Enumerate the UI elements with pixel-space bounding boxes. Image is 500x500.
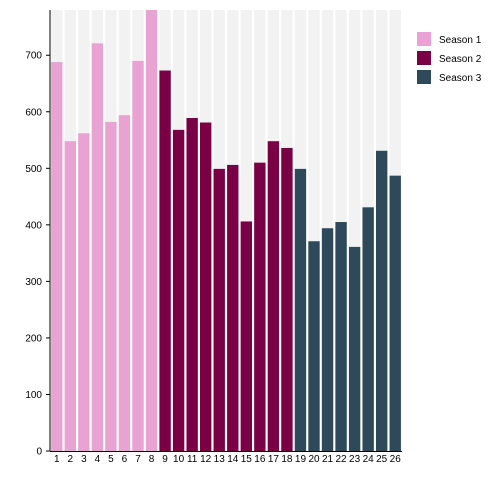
- x-tick-label: 21: [322, 454, 334, 465]
- bar: [105, 121, 117, 451]
- legend-swatch: [417, 70, 431, 84]
- legend-label: Season 1: [439, 35, 482, 46]
- x-tick-label: 4: [95, 454, 101, 465]
- x-tick-label: 9: [162, 454, 168, 465]
- bar: [64, 141, 76, 451]
- bars: [51, 10, 401, 452]
- x-tick-label: 24: [363, 454, 375, 465]
- y-tick-label: 300: [25, 277, 42, 288]
- y-tick-label: 400: [25, 220, 42, 231]
- x-tick-label: 13: [214, 454, 226, 465]
- x-axis: 1 2 3 4 5 6 7 8 9 10 11 12 13 14 15 16 17 18 19 20 21 22 23 24 2…: [50, 451, 402, 465]
- bar: [172, 129, 185, 451]
- bar: [240, 221, 252, 451]
- x-tick-label: 19: [295, 454, 307, 465]
- x-tick-label: 5: [108, 454, 114, 465]
- x-tick-label: 11: [187, 454, 198, 465]
- x-tick-label: 2: [68, 454, 74, 465]
- x-tick-label: 1: [54, 454, 60, 465]
- bar: [91, 43, 104, 451]
- x-tick-label: 25: [376, 454, 388, 465]
- bar: [321, 228, 334, 451]
- x-tick-label: 12: [200, 454, 212, 465]
- legend-swatch: [417, 51, 431, 65]
- bar: [348, 246, 361, 451]
- legend-label: Season 3: [439, 73, 482, 84]
- x-tick-label: 6: [122, 454, 128, 465]
- bar: [267, 141, 280, 451]
- bar: [227, 164, 239, 451]
- bar: [308, 241, 320, 451]
- x-tick-label: 16: [254, 454, 266, 465]
- bar: [376, 150, 388, 451]
- x-tick-label: 22: [336, 454, 348, 465]
- x-tick-label: 18: [281, 454, 293, 465]
- bar: [132, 60, 144, 452]
- bar: [186, 117, 198, 451]
- y-tick-label: 0: [36, 447, 42, 458]
- y-tick-label: 600: [25, 107, 42, 118]
- x-tick-label: 3: [81, 454, 87, 465]
- bar: [78, 133, 90, 451]
- background-bands: [51, 10, 401, 451]
- bar: [118, 115, 131, 452]
- x-tick-label: 7: [135, 454, 141, 465]
- y-tick-label: 500: [25, 164, 42, 175]
- y-tick-label: 100: [25, 390, 42, 401]
- legend: Season 1 Season 2 Season 3: [417, 32, 482, 84]
- bar: [281, 147, 293, 451]
- x-tick-label: 10: [173, 454, 185, 465]
- x-tick-label: 23: [349, 454, 361, 465]
- bar: [51, 62, 63, 452]
- background-band: [348, 10, 361, 451]
- y-tick-label: 200: [25, 333, 42, 344]
- y-tick-label: 700: [25, 51, 42, 62]
- bar: [335, 222, 347, 451]
- x-tick-label: 15: [241, 454, 253, 465]
- x-tick-label: 8: [149, 454, 155, 465]
- bar: [200, 122, 212, 451]
- bar: [145, 10, 158, 451]
- bar: [213, 168, 225, 451]
- bar: [362, 207, 374, 451]
- bar: [294, 168, 307, 451]
- background-band: [308, 10, 320, 451]
- y-axis: 0 100 200 300 400 500 600 700: [25, 10, 51, 458]
- x-tick-label: 26: [390, 454, 402, 465]
- bar: [254, 162, 266, 451]
- x-tick-label: 14: [227, 454, 239, 465]
- x-tick-label: 17: [268, 454, 280, 465]
- x-tick-label: 20: [308, 454, 320, 465]
- bar: [159, 70, 171, 451]
- bar: [389, 175, 401, 451]
- legend-swatch: [417, 32, 431, 46]
- legend-label: Season 2: [439, 54, 482, 65]
